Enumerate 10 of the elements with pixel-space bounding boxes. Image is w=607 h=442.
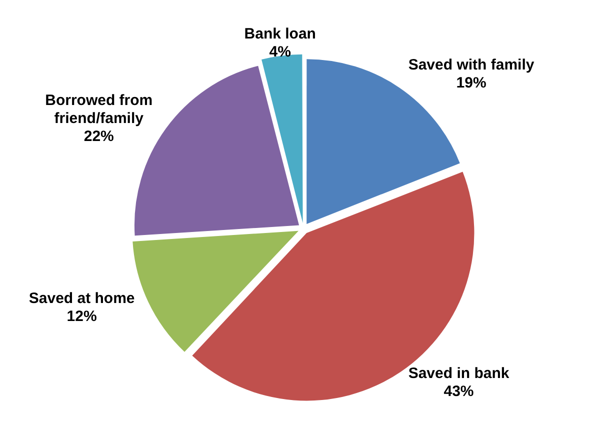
data-label: 19% <box>456 74 486 92</box>
data-label: 12% <box>66 308 97 326</box>
slice-label: Borrowed from friend/family <box>45 92 153 128</box>
slice-label: Bank loan <box>244 26 316 43</box>
data-label: 4% <box>269 44 291 61</box>
data-label: 43% <box>444 382 474 400</box>
slice-label: Saved in bank <box>408 364 510 382</box>
data-label: 22% <box>84 128 114 146</box>
slice-label: Saved with family <box>408 56 535 74</box>
slice-label: Saved at home <box>28 290 135 308</box>
